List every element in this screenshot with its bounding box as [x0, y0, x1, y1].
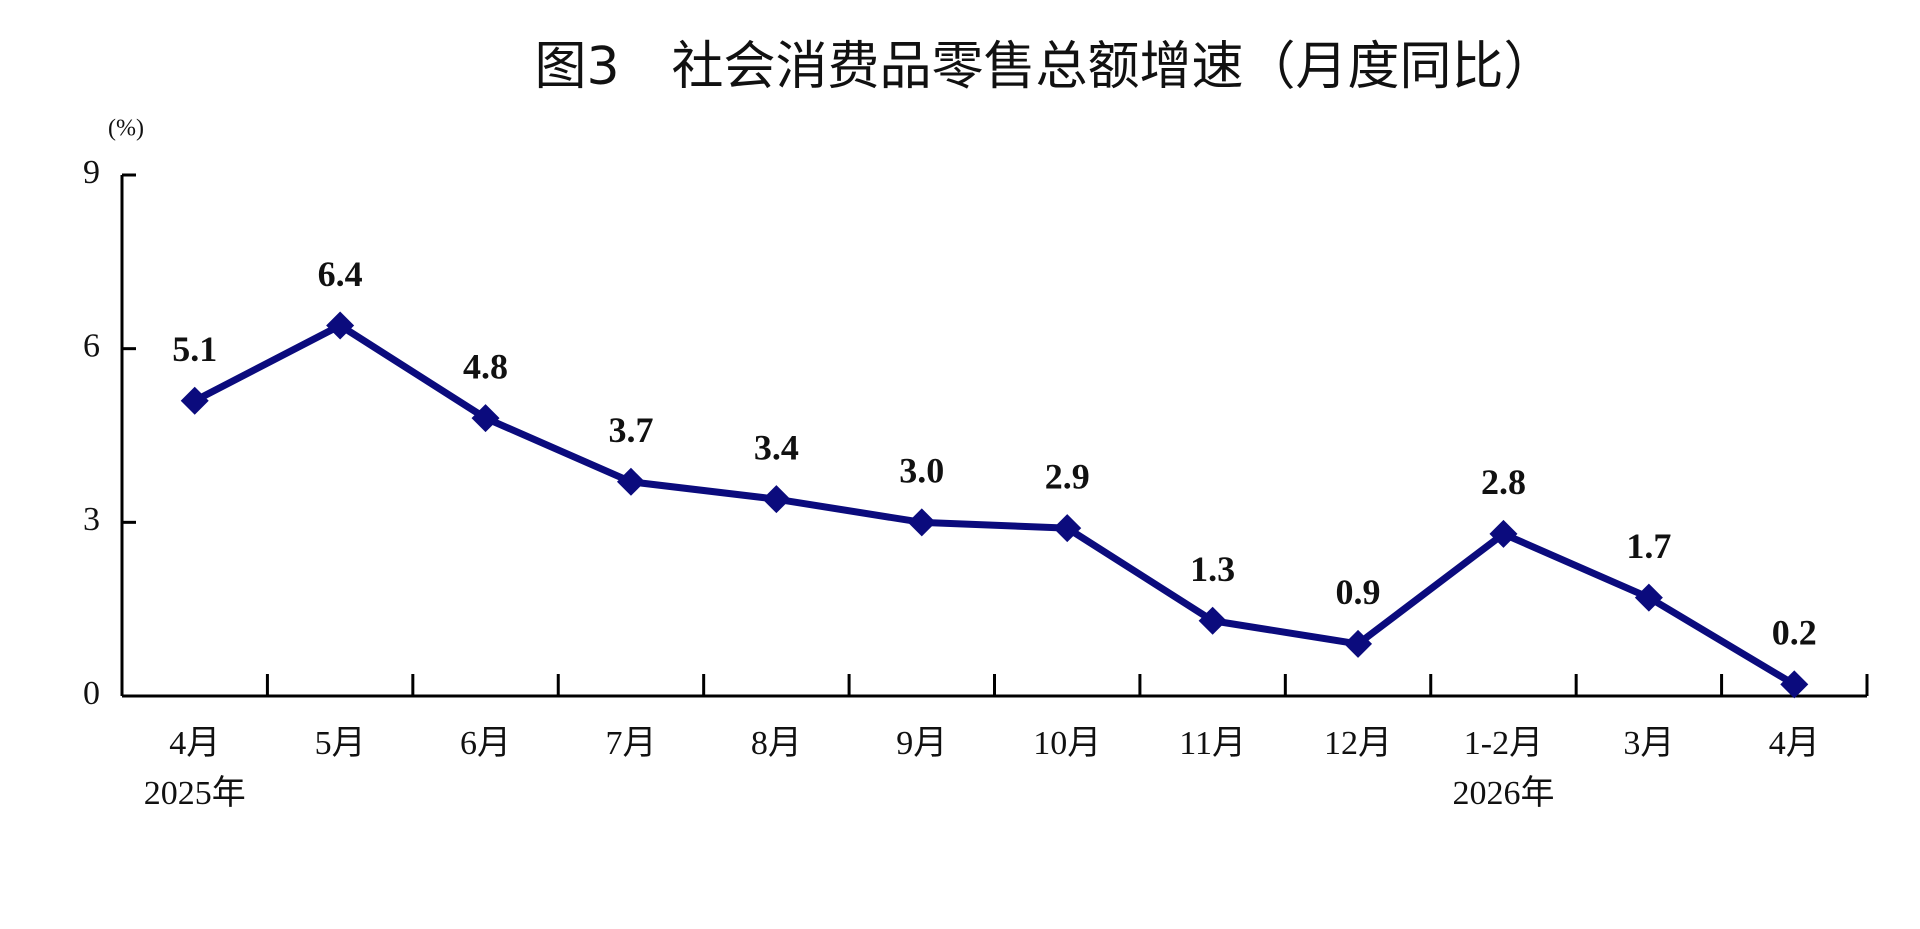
marker — [326, 311, 355, 340]
x-tick-label: 9月 — [896, 725, 947, 762]
marker — [1489, 519, 1518, 548]
marker — [1344, 629, 1373, 658]
value-label: 0.9 — [1336, 572, 1381, 612]
value-label: 1.3 — [1190, 549, 1235, 589]
value-label: 2.9 — [1045, 456, 1090, 496]
marker — [1780, 670, 1809, 699]
value-label: 3.4 — [754, 427, 799, 467]
value-label: 5.1 — [172, 329, 217, 369]
y-tick-label: 0 — [83, 675, 100, 712]
x-tick-label: 4月 — [169, 725, 220, 762]
value-label: 0.2 — [1772, 613, 1817, 653]
x-tick-label: 11月 — [1179, 725, 1246, 762]
x-tick-label: 5月 — [315, 725, 366, 762]
marker — [616, 467, 645, 496]
x-tick-label: 3月 — [1623, 725, 1674, 762]
year-label: 2025年 — [144, 774, 246, 812]
value-label: 2.8 — [1481, 462, 1526, 502]
x-tick-label: 12月 — [1324, 725, 1392, 762]
value-label: 3.0 — [899, 451, 944, 491]
marker — [1053, 514, 1082, 543]
marker — [907, 508, 936, 537]
y-unit: (%) — [108, 116, 144, 142]
value-label: 6.4 — [318, 254, 363, 294]
line — [193, 322, 1797, 688]
marker — [1634, 583, 1663, 612]
x-tick-label: 10月 — [1033, 725, 1101, 762]
x-tick-label: 8月 — [751, 725, 802, 762]
value-label: 1.7 — [1626, 526, 1671, 566]
value-label: 3.7 — [608, 410, 653, 450]
marker — [471, 404, 500, 433]
x-tick-label: 4月 — [1769, 725, 1820, 762]
x-tick-label: 1-2月 — [1464, 725, 1543, 762]
marker — [1198, 606, 1227, 635]
x-tick-label: 7月 — [605, 725, 656, 762]
y-tick-label: 3 — [83, 501, 100, 538]
value-label: 4.8 — [463, 346, 508, 386]
marker — [180, 386, 209, 415]
year-label: 2026年 — [1452, 774, 1554, 812]
x-tick-label: 6月 — [460, 725, 511, 762]
y-tick-label: 9 — [83, 154, 100, 191]
marker — [762, 485, 791, 514]
y-tick-label: 6 — [83, 327, 100, 364]
chart-title: 图3 社会消费品零售总额增速（月度同比） — [534, 37, 1555, 97]
